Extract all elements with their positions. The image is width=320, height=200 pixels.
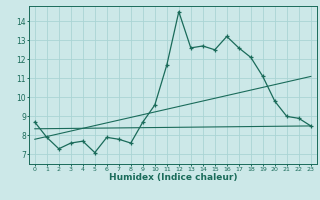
X-axis label: Humidex (Indice chaleur): Humidex (Indice chaleur) [108,173,237,182]
